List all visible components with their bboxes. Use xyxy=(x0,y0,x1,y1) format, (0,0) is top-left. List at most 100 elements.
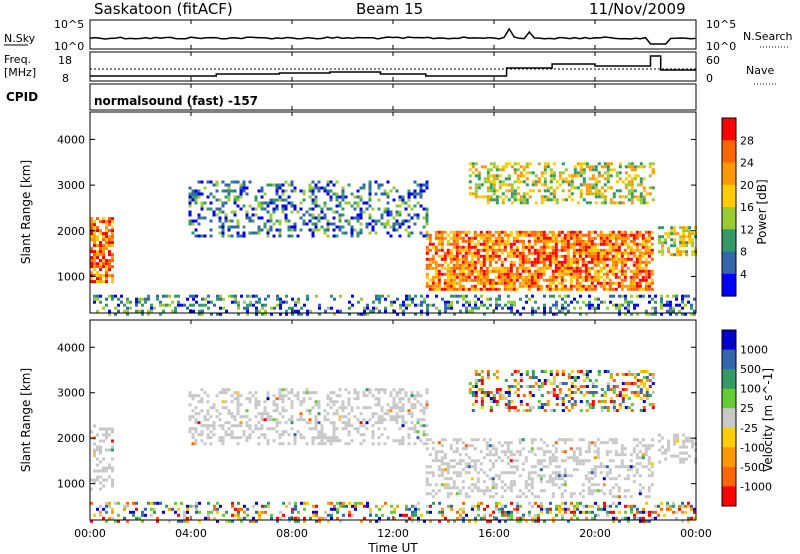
heat-cell xyxy=(207,516,210,520)
heat-cell xyxy=(691,442,695,446)
heat-cell xyxy=(576,516,579,520)
heat-cell xyxy=(237,516,240,520)
heat-cell xyxy=(419,195,423,199)
heat-cell xyxy=(272,222,276,226)
heat-cell xyxy=(360,312,363,316)
heat-cell xyxy=(293,207,297,211)
heat-cell xyxy=(639,177,643,181)
heat-cell xyxy=(590,266,594,270)
heat-cell xyxy=(341,406,345,410)
heat-cell xyxy=(599,242,603,246)
heat-cell xyxy=(347,219,351,223)
heat-cell xyxy=(518,254,522,258)
heat-cell xyxy=(407,412,411,416)
heat-cell xyxy=(480,501,483,505)
heat-cell xyxy=(543,195,547,199)
heat-cell xyxy=(486,391,490,394)
heat-cell xyxy=(306,297,309,301)
heat-cell xyxy=(99,274,102,278)
heat-cell xyxy=(515,269,519,273)
heat-cell xyxy=(506,266,510,270)
heat-cell xyxy=(389,391,393,395)
heat-cell xyxy=(410,394,414,398)
heat-cell xyxy=(679,235,683,239)
heat-cell xyxy=(482,254,486,258)
heat-cell xyxy=(90,262,93,266)
heat-cell xyxy=(642,394,646,397)
heat-cell xyxy=(539,480,543,484)
heat-cell xyxy=(476,233,480,237)
heat-cell xyxy=(111,448,114,452)
heat-cell xyxy=(287,201,291,205)
heat-cell xyxy=(516,504,519,508)
heat-cell xyxy=(480,376,484,379)
heat-cell xyxy=(452,233,456,237)
heat-cell xyxy=(308,397,312,401)
heat-cell xyxy=(645,391,649,394)
heat-cell xyxy=(515,266,519,270)
heat-cell xyxy=(269,219,273,223)
heat-cell xyxy=(519,171,523,175)
heat-cell xyxy=(254,406,258,410)
heat-cell xyxy=(579,409,583,412)
heat-cell xyxy=(455,248,459,252)
heat-cell xyxy=(347,222,351,226)
heat-cell xyxy=(624,312,627,316)
heat-cell xyxy=(587,260,591,264)
heat-cell xyxy=(503,453,507,457)
heat-cell xyxy=(249,519,252,523)
heat-cell xyxy=(347,397,351,401)
heat-cell xyxy=(587,230,591,234)
heat-cell xyxy=(623,236,627,240)
heat-cell xyxy=(266,228,270,232)
heat-cell xyxy=(474,306,477,310)
heat-cell xyxy=(264,312,267,316)
heat-cell xyxy=(560,239,564,243)
heat-cell xyxy=(390,510,393,514)
heat-cell xyxy=(612,400,616,403)
heat-cell xyxy=(587,239,591,243)
heat-cell xyxy=(563,489,567,493)
heat-cell xyxy=(618,177,622,181)
heat-cell xyxy=(461,248,465,252)
heat-cell xyxy=(257,427,261,431)
heat-cell xyxy=(554,254,558,258)
heat-cell xyxy=(219,504,222,508)
heat-cell xyxy=(500,266,504,270)
heat-cell xyxy=(491,278,495,282)
heat-cell xyxy=(392,228,396,232)
heat-cell xyxy=(635,254,639,258)
heat-cell xyxy=(575,462,579,466)
heat-cell xyxy=(407,436,411,440)
heat-cell xyxy=(330,507,333,511)
heat-cell xyxy=(323,189,327,193)
heat-cell xyxy=(461,260,465,264)
heat-cell xyxy=(381,294,384,298)
heat-cell xyxy=(569,245,573,249)
heat-cell xyxy=(417,501,420,505)
heat-cell xyxy=(159,300,162,304)
heat-cell xyxy=(596,278,600,282)
heat-cell xyxy=(228,294,231,298)
heat-cell xyxy=(575,263,579,267)
heat-cell xyxy=(452,465,456,469)
heat-cell xyxy=(594,379,598,382)
heat-cell xyxy=(105,280,108,284)
heat-cell xyxy=(332,433,336,437)
heat-cell xyxy=(555,370,559,373)
heat-cell xyxy=(673,442,677,446)
heat-cell xyxy=(557,281,561,285)
heat-cell xyxy=(555,394,559,397)
heat-cell xyxy=(231,300,234,304)
heat-cell xyxy=(227,195,231,199)
heat-cell xyxy=(507,306,510,310)
heat-cell xyxy=(676,250,680,254)
heat-cell xyxy=(507,391,511,394)
heat-cell xyxy=(549,180,553,184)
heat-cell xyxy=(254,415,258,419)
heat-cell xyxy=(470,251,474,255)
heat-cell xyxy=(426,312,429,316)
heat-cell xyxy=(605,233,609,237)
heat-cell xyxy=(407,219,411,223)
heat-cell xyxy=(557,287,561,291)
